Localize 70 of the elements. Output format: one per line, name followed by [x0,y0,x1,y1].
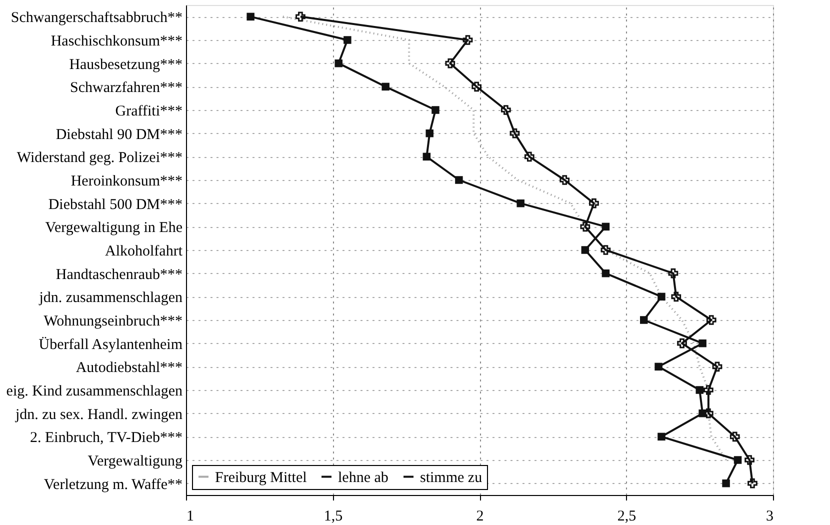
point [698,339,706,348]
point [640,316,648,324]
point [462,35,473,45]
point [600,245,611,255]
legend-label: lehne ab [338,470,388,486]
y-tick-label: Widerstand geg. Polizei*** [16,150,182,166]
point [730,432,740,442]
y-tick-label: Überfall Asylantenheim [38,336,183,353]
y-tick-label: Heroinkonsum*** [70,174,182,190]
y-tick-label: Hausbesetzung*** [69,56,182,73]
y-tick-label: Handtaschenraub*** [56,266,182,283]
point [246,12,254,21]
point [296,12,306,22]
x-tick-label: 2 [476,508,484,524]
x-tick-label: 3 [766,508,774,524]
point [432,106,440,114]
point [422,152,431,161]
y-tick-label: Vergewaltigung in Ehe [45,220,183,236]
point [744,455,754,465]
point [524,152,534,162]
point [589,198,599,208]
point [426,129,434,138]
y-tick-label: Autodiebstahl*** [76,360,182,376]
y-tick-label: jdn. zu sex. Handl. zwingen [14,406,183,423]
point [602,222,610,231]
point [703,385,714,395]
point [712,362,722,372]
point [671,292,682,302]
y-tick-label: Schwarzfahren*** [70,80,182,96]
point [472,82,482,92]
point [668,268,678,278]
point [560,175,570,185]
y-tick-label: 2. Einbruch, TV-Dieb*** [30,430,182,446]
point [706,315,716,325]
y-tick-label: Haschischkonsum*** [50,34,182,50]
point [734,456,742,464]
y-tick-label: Verletzung m. Waffe** [44,476,182,493]
point [510,128,520,138]
point [516,199,524,208]
y-tick-label: jdn. zusammenschlagen [38,290,183,306]
point [698,409,706,418]
y-tick-label: eig. Kind zusammenschlagen [6,384,183,400]
x-tick-label: 2,5 [617,508,636,524]
point [382,82,390,91]
point [722,479,730,488]
point [344,36,352,44]
point [658,432,666,441]
legend-label: stimme zu [420,470,483,486]
y-tick-label: Diebstahl 90 DM*** [56,126,182,143]
legend-label: Freiburg Mittel [215,470,307,486]
point [580,222,590,232]
y-tick-label: Diebstahl 500 DM*** [48,196,182,213]
x-tick-label: 1,5 [324,508,343,524]
y-tick-label: Schwangerschaftsabbruch** [10,10,182,26]
x-tick-label: 1 [186,508,194,524]
y-tick-label: Vergewaltigung [88,454,183,470]
point [677,338,687,348]
point [500,105,511,115]
point [334,59,342,68]
point [658,292,666,301]
y-tick-label: Wohnungseinbruch*** [44,314,182,330]
point [581,246,590,254]
point [654,362,662,371]
point [696,386,704,394]
y-tick-label: Graffiti*** [115,104,182,120]
point [455,176,463,184]
y-tick-label: Alkoholfahrt [105,244,184,260]
point [445,58,456,68]
point [602,269,610,278]
point [748,478,758,488]
